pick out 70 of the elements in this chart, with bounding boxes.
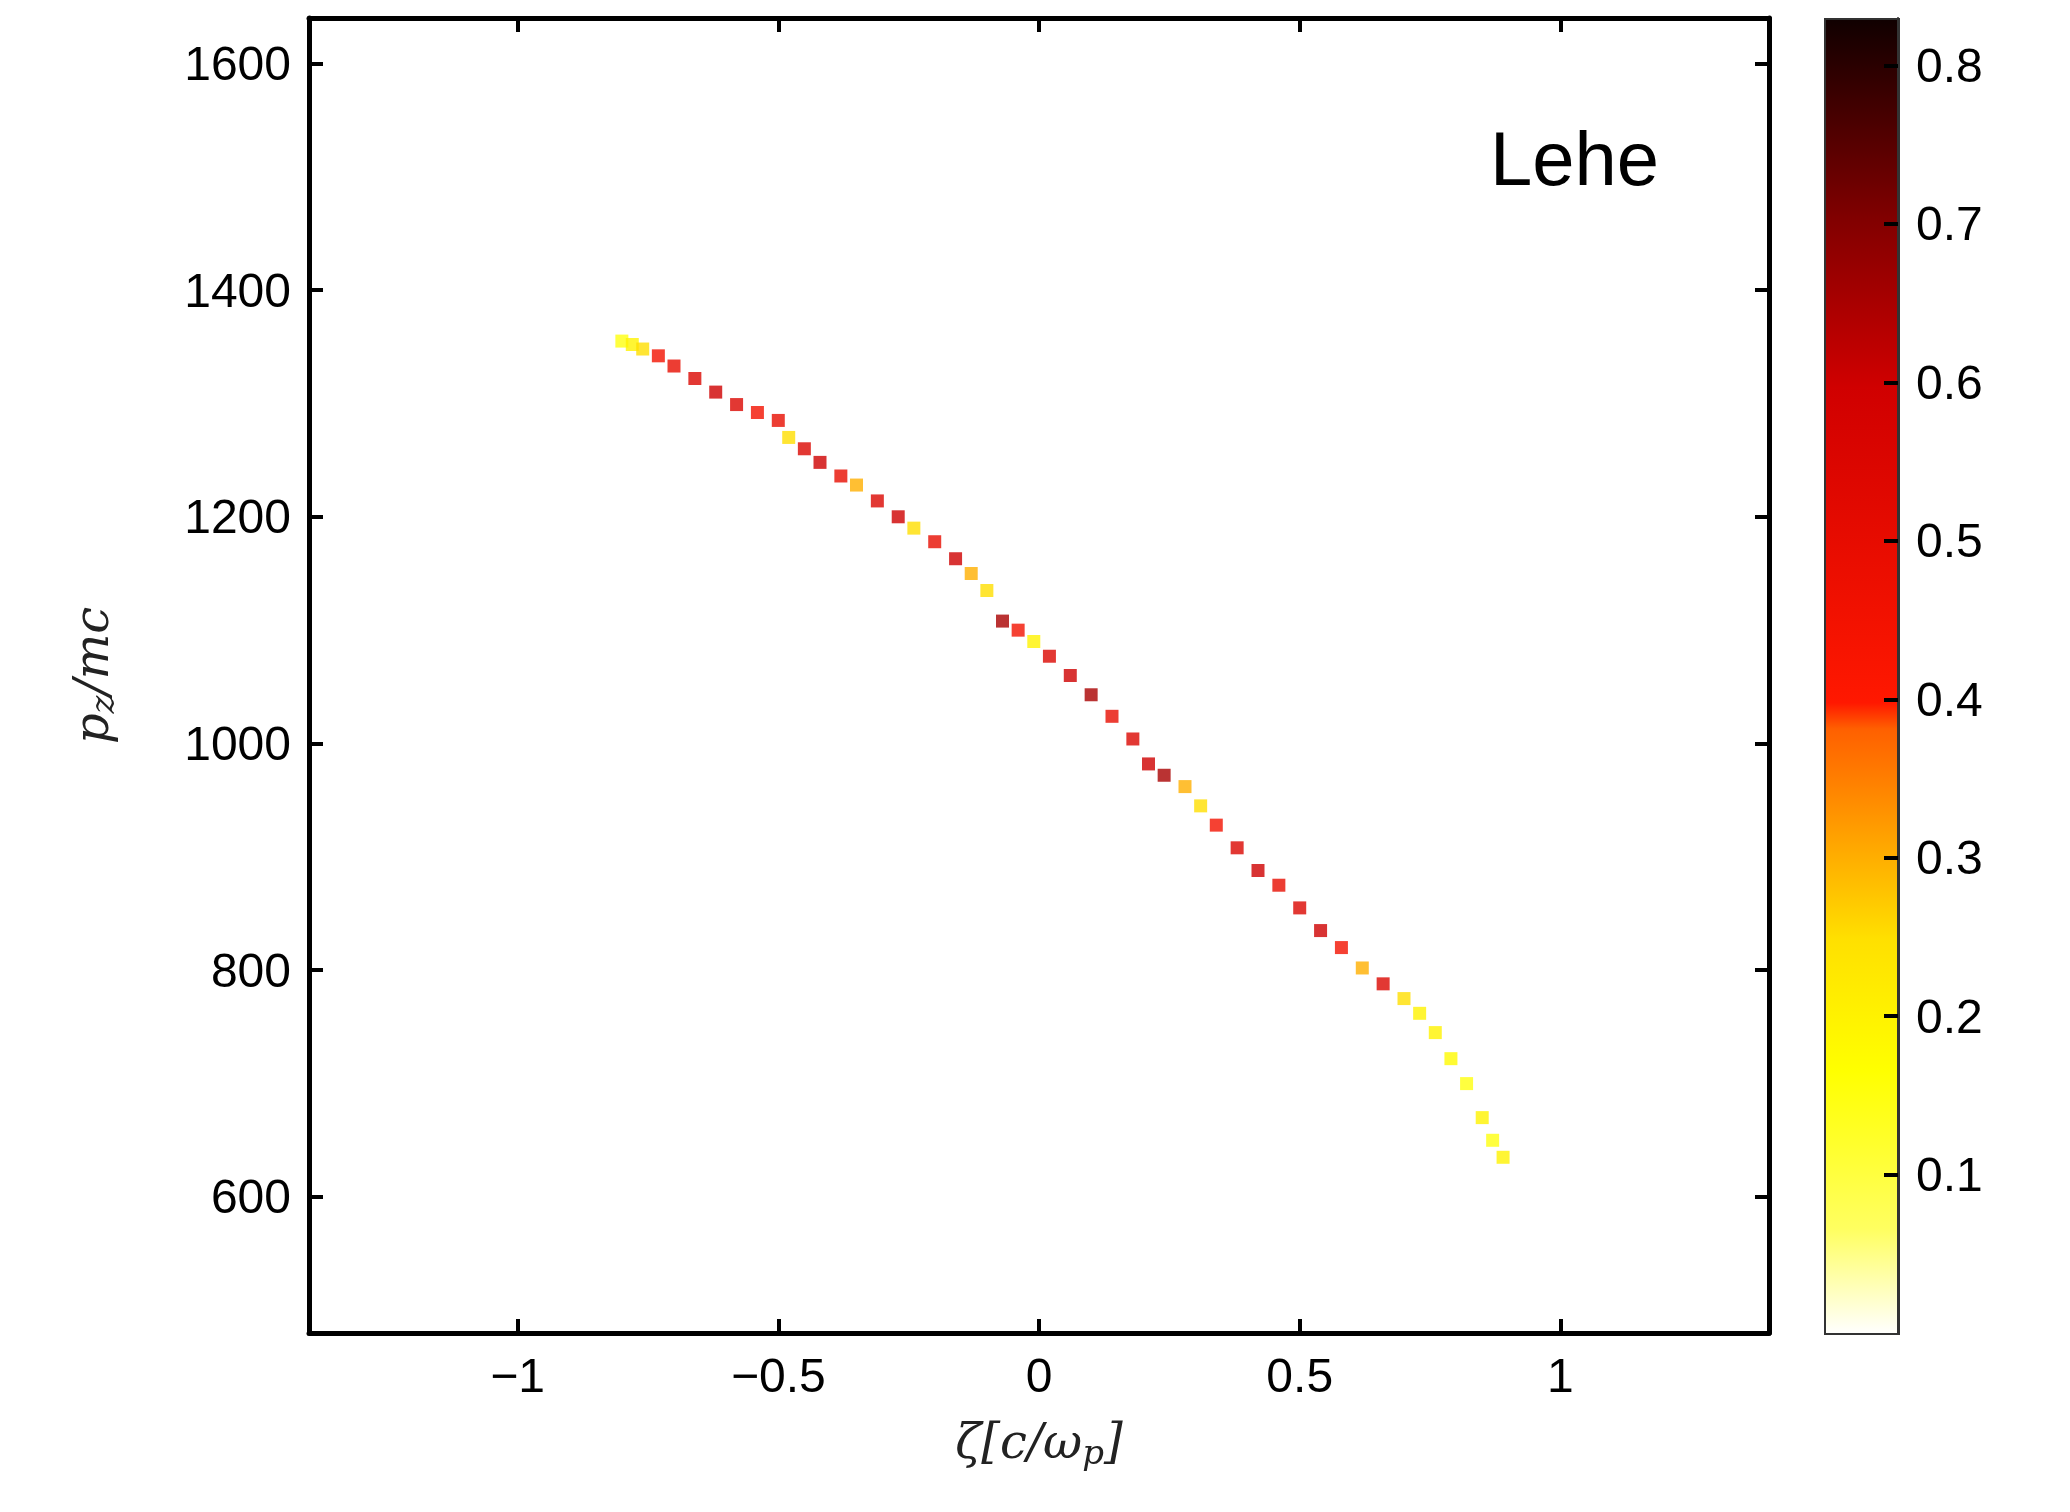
y-tick-label: 1600 [184, 36, 291, 90]
point [1355, 961, 1369, 975]
point [1475, 1111, 1489, 1125]
point [1413, 1006, 1427, 1020]
x-tick-label: 1 [1547, 1348, 1574, 1402]
point [1027, 634, 1041, 648]
point [1011, 623, 1025, 637]
color-bar-label: 0.1 [1916, 1148, 1983, 1202]
point [651, 349, 665, 363]
point [1293, 901, 1307, 915]
point [1063, 669, 1077, 682]
point [1460, 1077, 1474, 1091]
point [750, 406, 764, 419]
y-tick-label: 1000 [184, 717, 291, 771]
point [771, 413, 785, 427]
point [688, 371, 702, 385]
color-bar-label: 0.5 [1916, 514, 1983, 568]
y-axis-title: pz/mc [63, 606, 122, 745]
point [1194, 799, 1208, 813]
point [1428, 1026, 1442, 1040]
point [1230, 841, 1244, 855]
point [709, 385, 723, 399]
point [964, 566, 978, 580]
color-bar-label: 0.3 [1916, 831, 1983, 885]
point [1376, 977, 1390, 991]
point [667, 359, 681, 373]
point [1314, 924, 1328, 938]
point [782, 430, 796, 444]
y-tick-label: 1200 [184, 490, 291, 544]
point [1251, 863, 1265, 877]
x-tick-label: 0 [1025, 1348, 1053, 1402]
point [1496, 1150, 1510, 1164]
x-tick-label: −1 [490, 1348, 545, 1402]
point [1084, 688, 1098, 702]
point [1486, 1133, 1500, 1147]
point [1126, 732, 1140, 746]
point [1105, 709, 1119, 723]
x-tick-label: −0.5 [730, 1348, 826, 1402]
point [636, 342, 650, 356]
point [928, 535, 942, 549]
point [834, 469, 848, 483]
color-bar-label: 0.2 [1916, 989, 1983, 1043]
point [907, 521, 921, 535]
point [1178, 780, 1192, 794]
x-tick-label: 0.5 [1266, 1348, 1334, 1402]
point [980, 583, 994, 597]
point [1397, 992, 1411, 1006]
y-tick-label: 800 [210, 943, 291, 997]
point [850, 478, 863, 492]
point [1042, 649, 1056, 663]
point [797, 442, 811, 456]
color-bar-label: 0.6 [1916, 355, 1983, 409]
color-bar-label: 0.7 [1916, 197, 1983, 251]
point [730, 398, 744, 412]
point [1209, 818, 1223, 832]
point [813, 455, 827, 469]
point [870, 494, 884, 508]
point [1272, 878, 1286, 892]
y-tick-label: 600 [210, 1170, 291, 1224]
point [1444, 1052, 1458, 1066]
color-bar-label: 0.8 [1916, 39, 1983, 93]
point [1142, 757, 1155, 771]
point [949, 552, 963, 566]
point [891, 510, 905, 524]
point [996, 614, 1009, 628]
annotation: Lehe [1489, 115, 1660, 201]
y-tick-label: 1400 [184, 263, 291, 317]
point [1157, 768, 1171, 782]
color-bar-label: 0.4 [1916, 672, 1983, 726]
point [1334, 941, 1348, 955]
